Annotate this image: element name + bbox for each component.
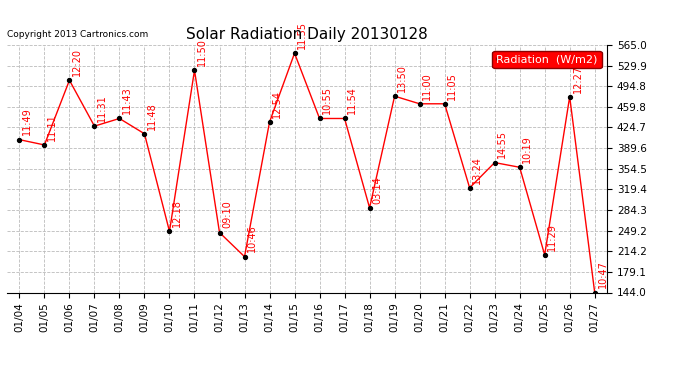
Point xyxy=(14,136,25,142)
Text: 11:54: 11:54 xyxy=(347,87,357,114)
Point xyxy=(539,252,550,258)
Point xyxy=(214,230,225,236)
Text: 11:05: 11:05 xyxy=(447,72,457,100)
Text: 11:50: 11:50 xyxy=(197,38,207,66)
Point xyxy=(489,160,500,166)
Point xyxy=(439,101,450,107)
Point xyxy=(389,93,400,99)
Text: 11:11: 11:11 xyxy=(47,113,57,141)
Point xyxy=(114,116,125,122)
Point xyxy=(364,205,375,211)
Point xyxy=(314,116,325,122)
Text: 11:55: 11:55 xyxy=(297,21,307,49)
Text: 10:46: 10:46 xyxy=(247,225,257,252)
Text: 10:19: 10:19 xyxy=(522,135,533,163)
Point xyxy=(64,77,75,83)
Text: 12:20: 12:20 xyxy=(72,48,82,76)
Text: 11:29: 11:29 xyxy=(547,223,558,251)
Point xyxy=(239,254,250,260)
Point xyxy=(339,116,350,122)
Point xyxy=(139,131,150,137)
Point xyxy=(264,119,275,125)
Text: 11:43: 11:43 xyxy=(122,87,132,114)
Point xyxy=(514,164,525,170)
Text: 13:24: 13:24 xyxy=(473,156,482,184)
Point xyxy=(414,101,425,107)
Text: 12:27: 12:27 xyxy=(573,64,582,93)
Point xyxy=(464,185,475,191)
Point xyxy=(564,94,575,100)
Text: 12:54: 12:54 xyxy=(273,90,282,118)
Point xyxy=(164,228,175,234)
Text: 10:55: 10:55 xyxy=(322,86,333,114)
Point xyxy=(589,290,600,296)
Text: 03:14: 03:14 xyxy=(373,176,382,204)
Text: 12:18: 12:18 xyxy=(172,200,182,227)
Text: 10:47: 10:47 xyxy=(598,261,607,288)
Text: 11:31: 11:31 xyxy=(97,94,107,122)
Text: Copyright 2013 Cartronics.com: Copyright 2013 Cartronics.com xyxy=(7,30,148,39)
Text: 11:48: 11:48 xyxy=(147,102,157,130)
Point xyxy=(89,123,100,129)
Title: Solar Radiation Daily 20130128: Solar Radiation Daily 20130128 xyxy=(186,27,428,42)
Point xyxy=(289,50,300,56)
Text: 13:50: 13:50 xyxy=(397,64,407,92)
Point xyxy=(39,142,50,148)
Point xyxy=(189,67,200,73)
Legend: Radiation  (W/m2): Radiation (W/m2) xyxy=(493,51,602,68)
Text: 09:10: 09:10 xyxy=(222,201,233,228)
Text: 11:49: 11:49 xyxy=(22,108,32,135)
Text: 14:55: 14:55 xyxy=(497,130,507,158)
Text: 11:00: 11:00 xyxy=(422,72,433,100)
